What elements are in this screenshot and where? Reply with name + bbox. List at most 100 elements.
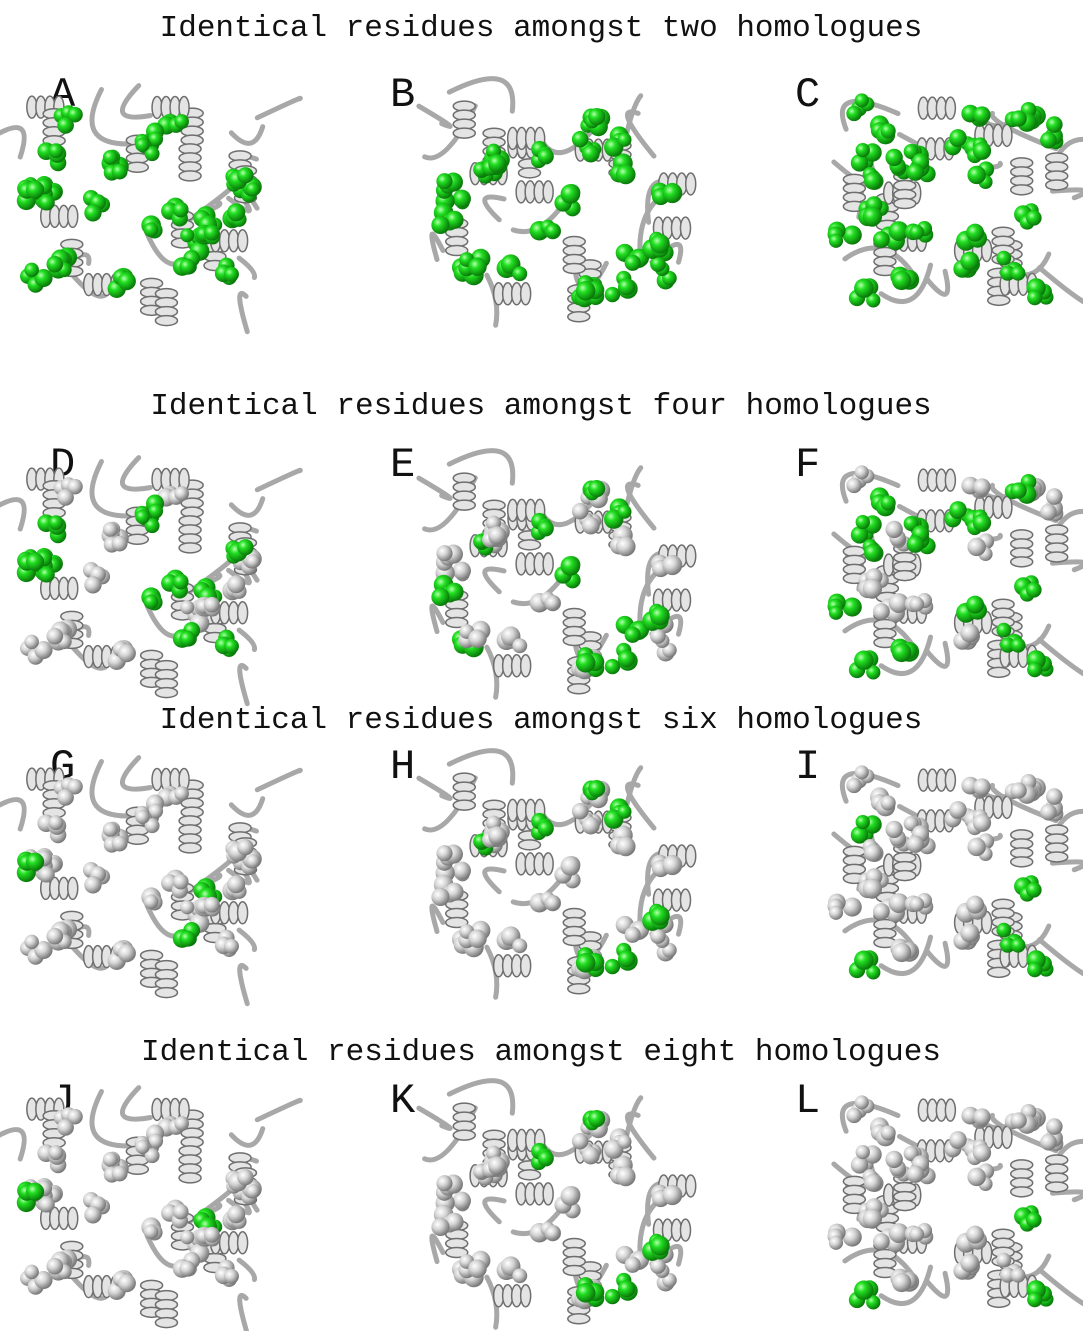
residue-sphere: [179, 931, 195, 947]
ribbon: [0, 500, 24, 530]
residue-sphere: [224, 1269, 239, 1284]
protein-structure: [419, 1081, 696, 1328]
helix-turn: [1002, 796, 1012, 818]
residue-sphere: [46, 628, 63, 645]
residue-sphere: [829, 906, 843, 920]
residue-sphere: [843, 1227, 862, 1246]
residue-sphere: [576, 653, 596, 673]
residue-sphere: [453, 562, 471, 580]
helix-turn: [238, 602, 248, 624]
residue-sphere: [650, 606, 670, 626]
residue-sphere: [576, 953, 596, 973]
ribbon: [240, 665, 248, 703]
residue-sphere: [960, 624, 979, 643]
residue-sphere: [46, 256, 63, 273]
residue-sphere: [49, 815, 64, 830]
residue-sphere: [538, 1150, 554, 1166]
residue-sphere: [436, 173, 452, 189]
residue-sphere: [892, 271, 911, 290]
helix-turn: [988, 667, 1010, 677]
residue-sphere: [1040, 804, 1057, 821]
residue-sphere: [605, 1289, 620, 1304]
ribbon: [239, 930, 254, 949]
residue-sphere: [854, 1280, 874, 1300]
residue-sphere: [246, 1184, 260, 1198]
residue-sphere: [572, 1133, 589, 1150]
ribbon: [239, 630, 254, 649]
helix-turn: [155, 988, 177, 998]
helix-turn: [238, 230, 248, 252]
residue-sphere: [512, 266, 527, 281]
helix-turn: [988, 295, 1010, 305]
residue-sphere: [431, 588, 449, 606]
residue-sphere: [892, 643, 911, 662]
residue-sphere: [1011, 638, 1026, 653]
residue-sphere: [453, 190, 471, 208]
residue-sphere: [26, 853, 44, 871]
residue-sphere: [112, 836, 128, 852]
residue-sphere: [57, 789, 74, 806]
helix-turn: [518, 168, 540, 178]
residue-sphere: [488, 154, 506, 172]
residue-sphere: [237, 1169, 253, 1185]
residue-sphere: [960, 1254, 979, 1273]
residue-sphere: [118, 272, 136, 290]
helix-turn: [543, 853, 553, 875]
residue-sphere: [174, 114, 189, 129]
residue-sphere: [488, 1156, 506, 1174]
residue-sphere: [84, 876, 101, 893]
residue-sphere: [118, 644, 136, 662]
helix-turn: [68, 1207, 78, 1229]
residue-sphere: [909, 1227, 924, 1242]
residue-sphere: [453, 1192, 471, 1210]
residue-sphere: [949, 1131, 966, 1148]
residue-sphere: [973, 478, 990, 495]
residue-sphere: [996, 1253, 1011, 1268]
residue-sphere: [864, 844, 882, 862]
residue-sphere: [973, 1144, 991, 1162]
helix-turn: [1046, 1182, 1068, 1192]
protein-structure: [828, 93, 1083, 310]
residue-sphere: [39, 567, 55, 583]
ribbon: [257, 98, 300, 118]
residue-sphere: [909, 597, 924, 612]
residue-sphere: [1046, 788, 1063, 805]
helix-turn: [680, 217, 690, 239]
residue-sphere: [616, 165, 636, 185]
protein-structure: [0, 758, 300, 1004]
ribbon: [1052, 190, 1083, 198]
residue-sphere: [881, 1125, 896, 1140]
residue-sphere: [46, 928, 63, 945]
helix-turn: [1046, 552, 1068, 562]
helix-turn: [894, 1201, 916, 1211]
residue-sphere: [625, 927, 641, 943]
residue-sphere: [179, 1261, 195, 1277]
ribbon: [240, 1295, 248, 1331]
residue-sphere: [545, 596, 560, 611]
residue-sphere: [1026, 1212, 1042, 1228]
residue-sphere: [1010, 1112, 1026, 1128]
residue-sphere: [103, 1152, 118, 1167]
residue-sphere: [846, 778, 861, 793]
row-title: Identical residues amongst two homologue…: [160, 11, 923, 46]
residue-sphere: [616, 1167, 636, 1187]
residue-sphere: [863, 207, 882, 226]
residue-sphere: [431, 1218, 449, 1236]
residue-sphere: [892, 1273, 911, 1292]
residue-sphere: [973, 778, 990, 795]
residue-sphere: [605, 659, 620, 674]
helix-turn: [563, 1266, 585, 1276]
helix-turn: [179, 543, 201, 553]
residue-sphere: [881, 495, 896, 510]
helix-turn: [155, 1318, 177, 1328]
residue-sphere: [618, 1280, 635, 1297]
residue-sphere: [39, 1197, 55, 1213]
residue-sphere: [967, 1168, 985, 1186]
residue-sphere: [173, 874, 189, 890]
residue-sphere: [39, 867, 55, 883]
residue-sphere: [662, 855, 682, 875]
helix-turn: [453, 800, 475, 810]
residue-sphere: [1027, 1292, 1042, 1307]
residue-sphere: [84, 1206, 101, 1223]
residue-sphere: [588, 108, 605, 125]
